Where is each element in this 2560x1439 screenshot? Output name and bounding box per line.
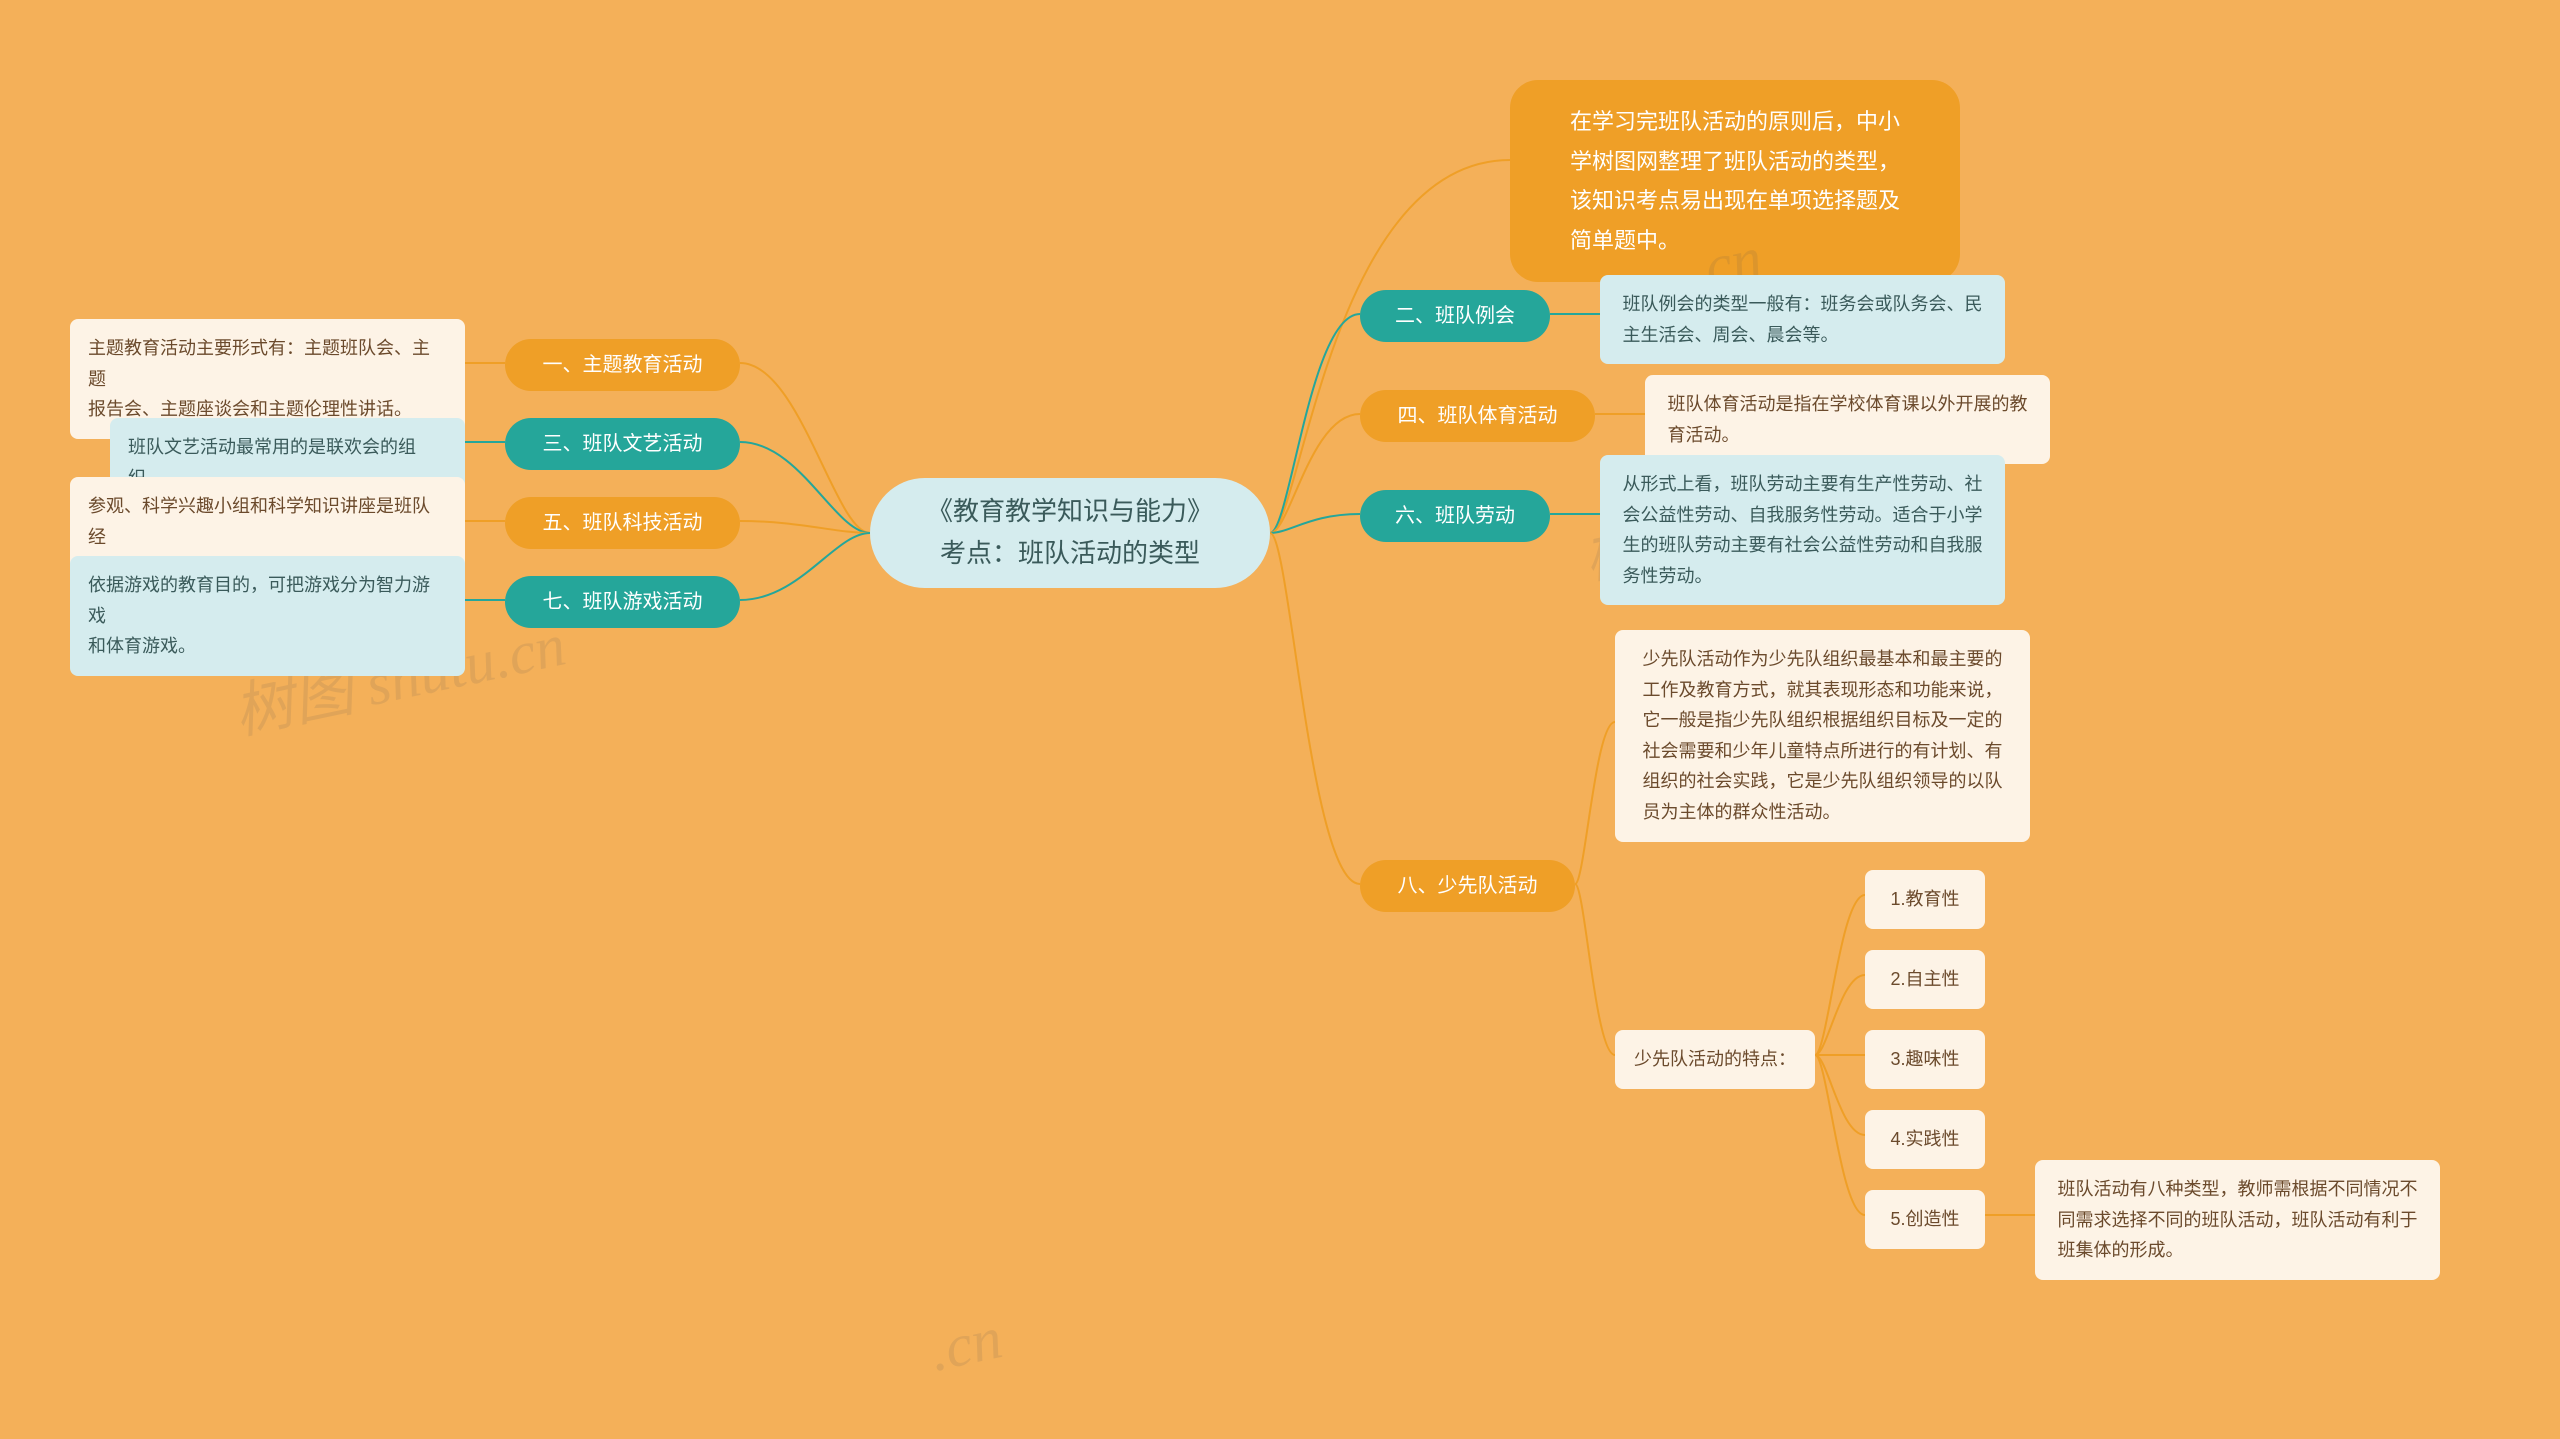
- branch-b4: 四、班队体育活动: [1360, 390, 1595, 442]
- branch-b1: 一、主题教育活动: [505, 339, 740, 391]
- feature-3: 4.实践性: [1865, 1110, 1985, 1169]
- branch-b2: 二、班队例会: [1360, 290, 1550, 342]
- feature-2: 3.趣味性: [1865, 1030, 1985, 1089]
- branch-b8: 八、少先队活动: [1360, 860, 1575, 912]
- feature-4-note: 班队活动有八种类型，教师需根据不同情况不同需求选择不同的班队活动，班队活动有利于…: [2035, 1160, 2440, 1280]
- feature-1: 2.自主性: [1865, 950, 1985, 1009]
- leaf-b7: 依据游戏的教育目的，可把游戏分为智力游戏和体育游戏。: [70, 556, 465, 676]
- child-b8-0: 少先队活动作为少先队组织最基本和最主要的工作及教育方式，就其表现形态和功能来说，…: [1615, 630, 2030, 842]
- branch-b3: 三、班队文艺活动: [505, 418, 740, 470]
- leaf-b2: 班队例会的类型一般有：班务会或队务会、民主生活会、周会、晨会等。: [1600, 275, 2005, 364]
- feature-0: 1.教育性: [1865, 870, 1985, 929]
- leaf-b6: 从形式上看，班队劳动主要有生产性劳动、社会公益性劳动、自我服务性劳动。适合于小学…: [1600, 455, 2005, 605]
- leaf-b4: 班队体育活动是指在学校体育课以外开展的教育活动。: [1645, 375, 2050, 464]
- center-node: 《教育教学知识与能力》考点：班队活动的类型: [870, 478, 1270, 588]
- watermark-2: .cn: [924, 1303, 1008, 1385]
- branch-b7: 七、班队游戏活动: [505, 576, 740, 628]
- feature-4: 5.创造性: [1865, 1190, 1985, 1249]
- intro-note: 在学习完班队活动的原则后，中小学树图网整理了班队活动的类型，该知识考点易出现在单…: [1510, 80, 1960, 282]
- branch-b5: 五、班队科技活动: [505, 497, 740, 549]
- child-b8-1-label: 少先队活动的特点：: [1615, 1030, 1815, 1089]
- branch-b6: 六、班队劳动: [1360, 490, 1550, 542]
